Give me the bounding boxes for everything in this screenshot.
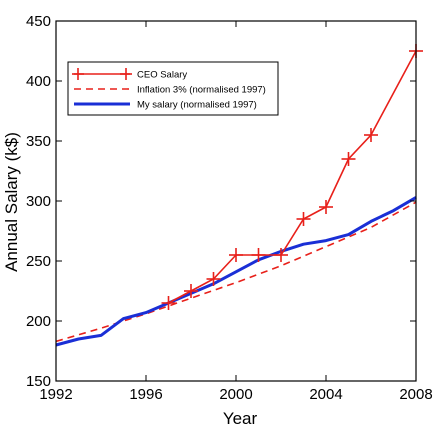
axes: 1992 1996 2000 2004 2008 150 200 250 300 350 400 45… [26, 13, 433, 403]
ceo-data-point [161, 296, 176, 310]
x-tick-label: 1992 [39, 386, 72, 403]
legend-entry-my-salary: My salary (normalised 1997) [74, 100, 257, 111]
y-tick-label: 300 [26, 193, 51, 210]
ceo-data-point [274, 248, 288, 262]
y-axis-title: Annual Salary (k$) [2, 132, 21, 272]
x-tick-label: 2000 [219, 386, 252, 403]
ceo-data-point [251, 248, 266, 262]
ceo-data-point [364, 128, 378, 142]
plot-area [55, 44, 423, 347]
legend-label: My salary (normalised 1997) [137, 100, 257, 111]
ceo-data-point [319, 200, 333, 214]
y-tick-label: 350 [26, 133, 51, 150]
x-tick-label: 2008 [399, 386, 432, 403]
y-tick-label: 200 [26, 313, 51, 330]
legend-entry-inflation: Inflation 3% (normalised 1997) [74, 85, 266, 96]
y-tick-label: 400 [26, 73, 51, 90]
x-tick-label: 1996 [129, 386, 162, 403]
y-tick-label: 450 [26, 13, 51, 30]
ceo-data-point [206, 272, 221, 286]
ceo-data-point [341, 152, 356, 166]
x-tick-label: 2004 [309, 386, 342, 403]
legend-label: CEO Salary [137, 70, 187, 81]
legend-entry-ceo: CEO Salary [72, 68, 187, 81]
ceo-data-point [229, 248, 243, 262]
my-salary-series-line [55, 196, 417, 347]
x-axis-title: Year [223, 409, 258, 428]
y-tick-label: 150 [26, 373, 51, 390]
legend: CEO Salary Inflation 3% (normalised 1997)… [67, 61, 279, 116]
legend-label: Inflation 3% (normalised 1997) [137, 85, 266, 96]
ceo-data-point [296, 212, 311, 226]
ceo-data-point [184, 284, 198, 298]
y-tick-label: 250 [26, 253, 51, 270]
